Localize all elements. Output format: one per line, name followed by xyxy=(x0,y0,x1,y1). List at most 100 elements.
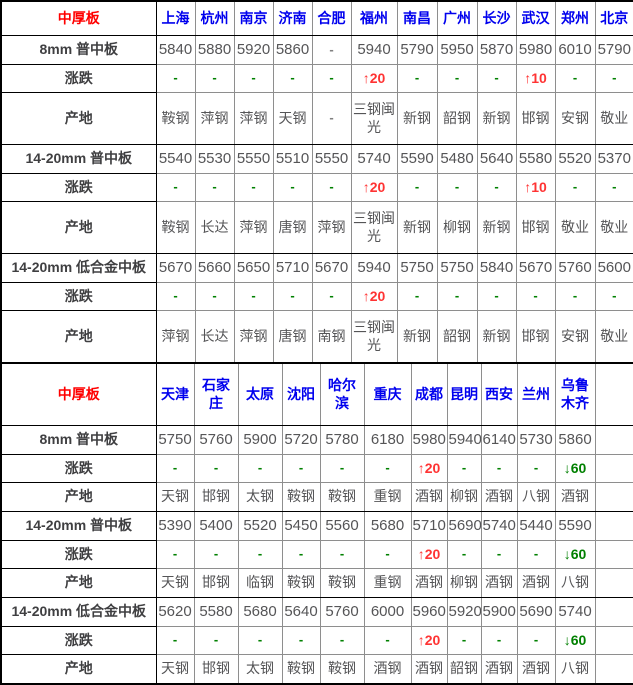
origin-cell: 太钢 xyxy=(237,654,283,685)
price-cell: 6140 xyxy=(480,425,518,455)
change-cell: - xyxy=(363,626,412,655)
price-cell: 5780 xyxy=(319,425,365,455)
row-label-change: 涨跌 xyxy=(0,454,157,483)
price-cell: 5840 xyxy=(155,35,196,65)
price-up-badge: ↑20 xyxy=(410,540,448,569)
change-cell: - xyxy=(515,282,556,311)
origin-cell: 长达 xyxy=(194,201,235,254)
change-cell: - xyxy=(480,454,518,483)
price-cell: 5750 xyxy=(396,253,438,283)
city-header[interactable]: 成都 xyxy=(410,362,448,426)
price-cell: 5670 xyxy=(515,253,556,283)
change-cell: - xyxy=(155,626,195,655)
change-cell: - xyxy=(155,454,195,483)
change-cell: - xyxy=(554,173,596,202)
empty-cell xyxy=(594,425,633,455)
price-table-section-1: 中厚板 上海 杭州 南京 济南 合肥 福州 南昌 广州 长沙 武汉 郑州 北京 8mm 普中板 5840 58… xyxy=(0,0,633,364)
price-cell: 5600 xyxy=(594,253,633,283)
origin-cell: 安钢 xyxy=(554,92,596,145)
origin-cell: 三钢闽光 xyxy=(350,92,398,145)
price-cell: 5720 xyxy=(281,425,321,455)
city-header[interactable]: 太原 xyxy=(237,362,283,426)
price-cell: 5900 xyxy=(237,425,283,455)
price-cell: 5880 xyxy=(194,35,235,65)
price-up-badge: ↑20 xyxy=(410,454,448,483)
origin-cell: 邯钢 xyxy=(515,201,556,254)
origin-cell: 酒钢 xyxy=(480,654,518,685)
origin-cell: 酒钢 xyxy=(516,654,556,685)
price-down-badge: ↓60 xyxy=(554,540,596,569)
price-cell: 5450 xyxy=(281,511,321,541)
price-cell: 5710 xyxy=(410,511,448,541)
price-cell: 5980 xyxy=(515,35,556,65)
row-label-origin: 产地 xyxy=(0,201,157,254)
price-up-badge: ↑20 xyxy=(350,64,398,93)
price-cell: 5920 xyxy=(233,35,274,65)
city-header[interactable]: 北京 xyxy=(594,0,633,36)
city-header[interactable]: 石家庄 xyxy=(193,362,239,426)
product-label: 14-20mm 普中板 xyxy=(0,511,157,541)
price-cell: 5670 xyxy=(311,253,352,283)
origin-cell: 柳钢 xyxy=(446,482,482,512)
city-header[interactable]: 杭州 xyxy=(194,0,235,36)
price-cell: 5390 xyxy=(155,511,195,541)
change-cell: - xyxy=(281,454,321,483)
change-cell: - xyxy=(272,64,313,93)
origin-cell: 萍钢 xyxy=(233,310,274,364)
city-header[interactable]: 南京 xyxy=(233,0,274,36)
origin-cell: 韶钢 xyxy=(436,310,478,364)
city-header[interactable]: 武汉 xyxy=(515,0,556,36)
change-cell: - xyxy=(319,540,365,569)
origin-cell: 酒钢 xyxy=(410,482,448,512)
change-cell: - xyxy=(516,540,556,569)
city-header[interactable]: 福州 xyxy=(350,0,398,36)
price-cell: 5900 xyxy=(480,597,518,627)
origin-cell: 唐钢 xyxy=(272,310,313,364)
city-header[interactable]: 哈尔滨 xyxy=(319,362,365,426)
row-label-origin: 产地 xyxy=(0,654,157,685)
price-cell: 5980 xyxy=(410,425,448,455)
change-cell: - xyxy=(155,173,196,202)
origin-cell: 重钢 xyxy=(363,568,412,598)
row-label-change: 涨跌 xyxy=(0,540,157,569)
city-header[interactable]: 西安 xyxy=(480,362,518,426)
price-cell: 5860 xyxy=(554,425,596,455)
change-cell: - xyxy=(311,282,352,311)
city-header[interactable]: 长沙 xyxy=(476,0,517,36)
change-cell: - xyxy=(516,454,556,483)
price-cell: 5660 xyxy=(194,253,235,283)
city-header[interactable]: 兰州 xyxy=(516,362,556,426)
price-cell: 5560 xyxy=(319,511,365,541)
origin-cell: 韶钢 xyxy=(436,92,478,145)
city-header[interactable]: 乌鲁木齐 xyxy=(554,362,596,426)
empty-cell xyxy=(594,597,633,627)
city-header[interactable]: 郑州 xyxy=(554,0,596,36)
origin-cell: 韶钢 xyxy=(446,654,482,685)
city-header[interactable]: 天津 xyxy=(155,362,195,426)
price-cell: 5680 xyxy=(237,597,283,627)
city-header[interactable]: 沈阳 xyxy=(281,362,321,426)
price-cell: 5440 xyxy=(516,511,556,541)
city-header[interactable]: 上海 xyxy=(155,0,196,36)
city-header[interactable]: 济南 xyxy=(272,0,313,36)
price-up-badge: ↑20 xyxy=(350,282,398,311)
price-up-badge: ↑20 xyxy=(350,173,398,202)
price-cell: 5520 xyxy=(237,511,283,541)
price-cell: 5920 xyxy=(446,597,482,627)
city-header[interactable]: 重庆 xyxy=(363,362,412,426)
origin-cell: 天钢 xyxy=(155,654,195,685)
origin-cell: 天钢 xyxy=(155,568,195,598)
product-label: 8mm 普中板 xyxy=(0,35,157,65)
origin-cell: 鞍钢 xyxy=(281,654,321,685)
city-header[interactable]: 广州 xyxy=(436,0,478,36)
origin-cell: - xyxy=(311,92,352,145)
origin-cell: 酒钢 xyxy=(363,654,412,685)
row-label-change: 涨跌 xyxy=(0,173,157,202)
product-label: 14-20mm 低合金中板 xyxy=(0,253,157,283)
change-cell: - xyxy=(272,282,313,311)
price-up-badge: ↑20 xyxy=(410,626,448,655)
city-header[interactable]: 南昌 xyxy=(396,0,438,36)
city-header[interactable]: 合肥 xyxy=(311,0,352,36)
change-cell: - xyxy=(554,282,596,311)
city-header[interactable]: 昆明 xyxy=(446,362,482,426)
